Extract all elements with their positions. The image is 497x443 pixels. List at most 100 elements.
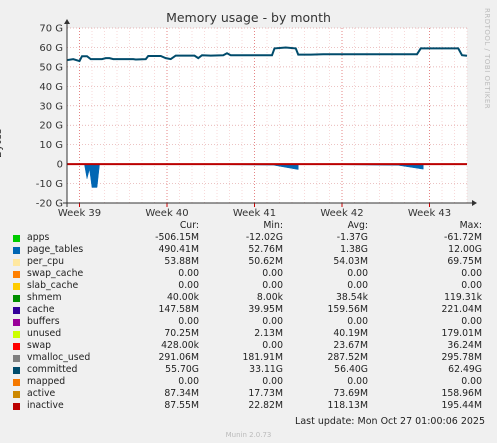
legend-row-committed: committed 55.70G 33.11G 56.40G 62.49G xyxy=(0,364,497,376)
legend-min: 0.00 xyxy=(262,376,283,387)
legend-row-buffers: buffers 0.00 0.00 0.00 0.00 xyxy=(0,316,497,328)
legend-avg: 54.03M xyxy=(333,256,368,267)
legend-name: cache xyxy=(27,304,55,315)
legend-max: 36.24M xyxy=(447,340,482,351)
legend-avg: 1.38G xyxy=(340,244,368,255)
legend-cur: 53.88M xyxy=(164,256,199,267)
legend-name: buffers xyxy=(27,316,60,327)
legend-rows: apps -506.15M -12.02G -1.37G -61.72M page_tab… xyxy=(0,232,497,412)
legend-avg: 56.40G xyxy=(334,364,368,375)
legend-swatch xyxy=(13,355,20,362)
legend-cur: 291.06M xyxy=(158,352,199,363)
legend-name: mapped xyxy=(27,376,66,387)
legend-name: unused xyxy=(27,328,62,339)
legend-min: 52.76M xyxy=(248,244,283,255)
legend-min: 22.82M xyxy=(248,400,283,411)
legend-cur: 70.25M xyxy=(164,328,199,339)
legend-max: 195.44M xyxy=(441,400,482,411)
legend-min: 0.00 xyxy=(262,340,283,351)
legend-max: 0.00 xyxy=(461,316,482,327)
legend-swatch xyxy=(13,259,20,266)
legend-max: 0.00 xyxy=(461,376,482,387)
legend-avg: -1.37G xyxy=(336,232,368,243)
legend-avg: 159.56M xyxy=(327,304,368,315)
legend-cur: 490.41M xyxy=(158,244,199,255)
legend-swatch xyxy=(13,271,20,278)
legend-name: vmalloc_used xyxy=(27,352,91,363)
legend-cur: 0.00 xyxy=(178,268,199,279)
y-tick-label: -10 G xyxy=(36,179,63,190)
legend-row-apps: apps -506.15M -12.02G -1.37G -61.72M xyxy=(0,232,497,244)
legend-cur: 40.00k xyxy=(167,292,199,303)
legend-cur: 55.70G xyxy=(165,364,199,375)
legend-swatch xyxy=(13,331,20,338)
legend-header-cur: Cur: xyxy=(179,220,199,231)
legend-min: 0.00 xyxy=(262,316,283,327)
legend-row-swap-cache: swap_cache 0.00 0.00 0.00 0.00 xyxy=(0,268,497,280)
legend-avg: 38.54k xyxy=(336,292,368,303)
legend-row-unused: unused 70.25M 2.13M 40.19M 179.01M xyxy=(0,328,497,340)
x-tick-label: Week 43 xyxy=(408,208,451,219)
legend-max: 62.49G xyxy=(448,364,482,375)
legend-cur: 87.34M xyxy=(164,388,199,399)
legend-row-slab-cache: slab_cache 0.00 0.00 0.00 0.00 xyxy=(0,280,497,292)
last-update: Last update: Mon Oct 27 01:00:06 2025 xyxy=(295,416,485,427)
legend-max: 0.00 xyxy=(461,268,482,279)
legend-cur: 0.00 xyxy=(178,280,199,291)
rrdtool-watermark: RRDTOOL / TOBI OETIKER xyxy=(483,8,491,110)
legend-max: 69.75M xyxy=(447,256,482,267)
legend-avg: 118.13M xyxy=(327,400,368,411)
legend-swatch xyxy=(13,403,20,410)
legend-name: swap_cache xyxy=(27,268,84,279)
legend-max: 295.78M xyxy=(441,352,482,363)
y-tick-label: 20 G xyxy=(39,121,63,132)
legend-header-avg: Avg: xyxy=(347,220,368,231)
y-tick-label: 70 G xyxy=(39,24,63,35)
legend-max: 119.31k xyxy=(444,292,482,303)
legend-swatch xyxy=(13,235,20,242)
x-tick-label: Week 41 xyxy=(233,208,276,219)
legend-cur: 0.00 xyxy=(178,376,199,387)
legend-cur: 0.00 xyxy=(178,316,199,327)
legend-row-swap: swap 428.00k 0.00 23.67M 36.24M xyxy=(0,340,497,352)
legend-min: 33.11G xyxy=(249,364,283,375)
munin-version: Munin 2.0.73 xyxy=(225,431,272,439)
legend-header: Cur: Min: Avg: Max: xyxy=(0,220,497,232)
legend-avg: 0.00 xyxy=(347,280,368,291)
legend-swatch xyxy=(13,343,20,350)
legend-header-max: Max: xyxy=(459,220,482,231)
legend-table: Cur: Min: Avg: Max: apps -506.15M -12.02G -… xyxy=(0,220,497,412)
legend-max: 12.00G xyxy=(448,244,482,255)
legend-row-shmem: shmem 40.00k 8.00k 38.54k 119.31k xyxy=(0,292,497,304)
y-tick-label: 50 G xyxy=(39,62,63,73)
legend-cur: 147.58M xyxy=(158,304,199,315)
legend-row-active: active 87.34M 17.73M 73.69M 158.96M xyxy=(0,388,497,400)
legend-min: 2.13M xyxy=(254,328,283,339)
y-tick-label: -20 G xyxy=(36,199,63,210)
legend-name: per_cpu xyxy=(27,256,64,267)
legend-name: inactive xyxy=(27,400,64,411)
legend-row-per-cpu: per_cpu 53.88M 50.62M 54.03M 69.75M xyxy=(0,256,497,268)
legend-name: page_tables xyxy=(27,244,84,255)
legend-name: committed xyxy=(27,364,78,375)
legend-swatch xyxy=(13,295,20,302)
legend-avg: 73.69M xyxy=(333,388,368,399)
legend-header-min: Min: xyxy=(263,220,283,231)
legend-swatch xyxy=(13,283,20,290)
x-tick-label: Week 40 xyxy=(145,208,188,219)
legend-row-vmalloc-used: vmalloc_used 291.06M 181.91M 287.52M 295.78M xyxy=(0,352,497,364)
y-tick-label: 0 xyxy=(57,160,63,171)
y-tick-label: 30 G xyxy=(39,101,63,112)
chart-plot: -20 G -10 G 0 10 G 20 G 30 G 40 G 50 G 60 G 70 G W… xyxy=(36,19,477,219)
legend-max: 221.04M xyxy=(441,304,482,315)
legend-name: swap xyxy=(27,340,52,351)
x-tick-label: Week 39 xyxy=(58,208,101,219)
legend-row-page-tables: page_tables 490.41M 52.76M 1.38G 12.00G xyxy=(0,244,497,256)
legend-row-mapped: mapped 0.00 0.00 0.00 0.00 xyxy=(0,376,497,388)
legend-max: 0.00 xyxy=(461,280,482,291)
legend-max: 179.01M xyxy=(441,328,482,339)
legend-cur: -506.15M xyxy=(155,232,199,243)
legend-max: -61.72M xyxy=(444,232,482,243)
legend-avg: 0.00 xyxy=(347,268,368,279)
x-tick-label: Week 42 xyxy=(320,208,363,219)
